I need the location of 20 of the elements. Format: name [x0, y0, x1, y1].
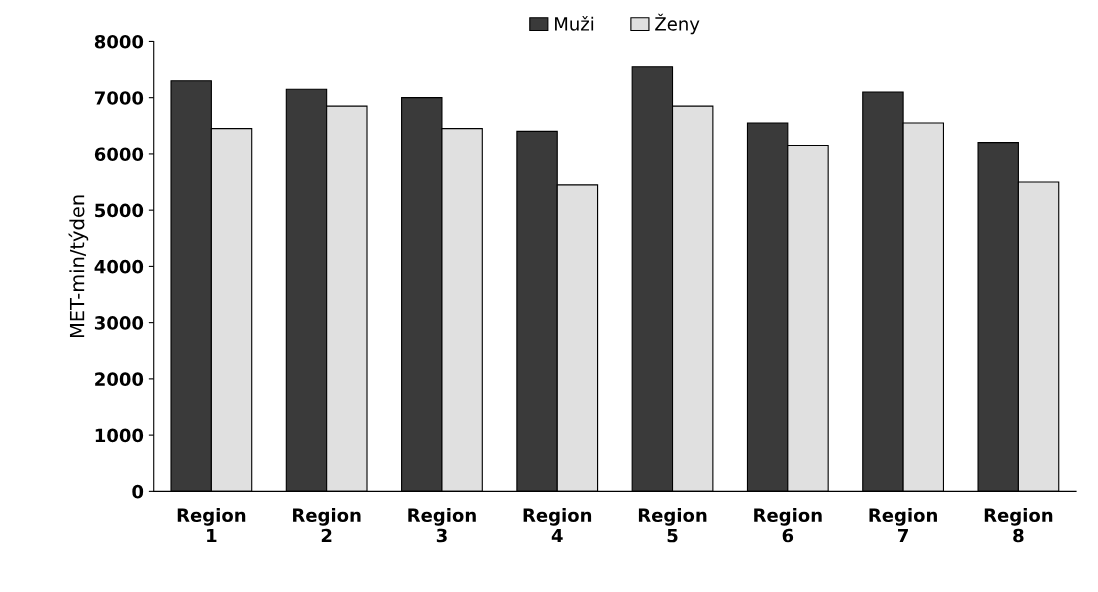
y-tick-label: 2000: [95, 372, 144, 386]
x-tick-label: Region 4: [523, 508, 592, 543]
x-tick-label: Region 5: [638, 508, 707, 543]
x-tick-label: Region 2: [293, 508, 361, 543]
legend-label: Muži: [555, 15, 594, 31]
y-tick-label: 8000: [94, 34, 144, 49]
y-tick-label: 4000: [94, 259, 144, 274]
y-tick-label: 1000: [95, 428, 144, 443]
x-tick-label: Region 7: [869, 508, 937, 543]
x-tick-label: Region 1: [177, 508, 246, 543]
x-tick-label: Region 3: [408, 508, 476, 543]
legend-label: Ženy: [655, 13, 700, 35]
y-axis-title: MET-min/týden: [68, 195, 89, 338]
y-tick-label: 0: [132, 484, 144, 499]
x-tick-label: Region 8: [984, 508, 1053, 543]
y-tick-label: 3000: [94, 316, 144, 330]
y-tick-label: 6000: [94, 147, 144, 162]
y-tick-label: 7000: [94, 91, 144, 105]
x-tick-label: Region 6: [754, 508, 822, 543]
y-tick-label: 5000: [95, 203, 144, 218]
